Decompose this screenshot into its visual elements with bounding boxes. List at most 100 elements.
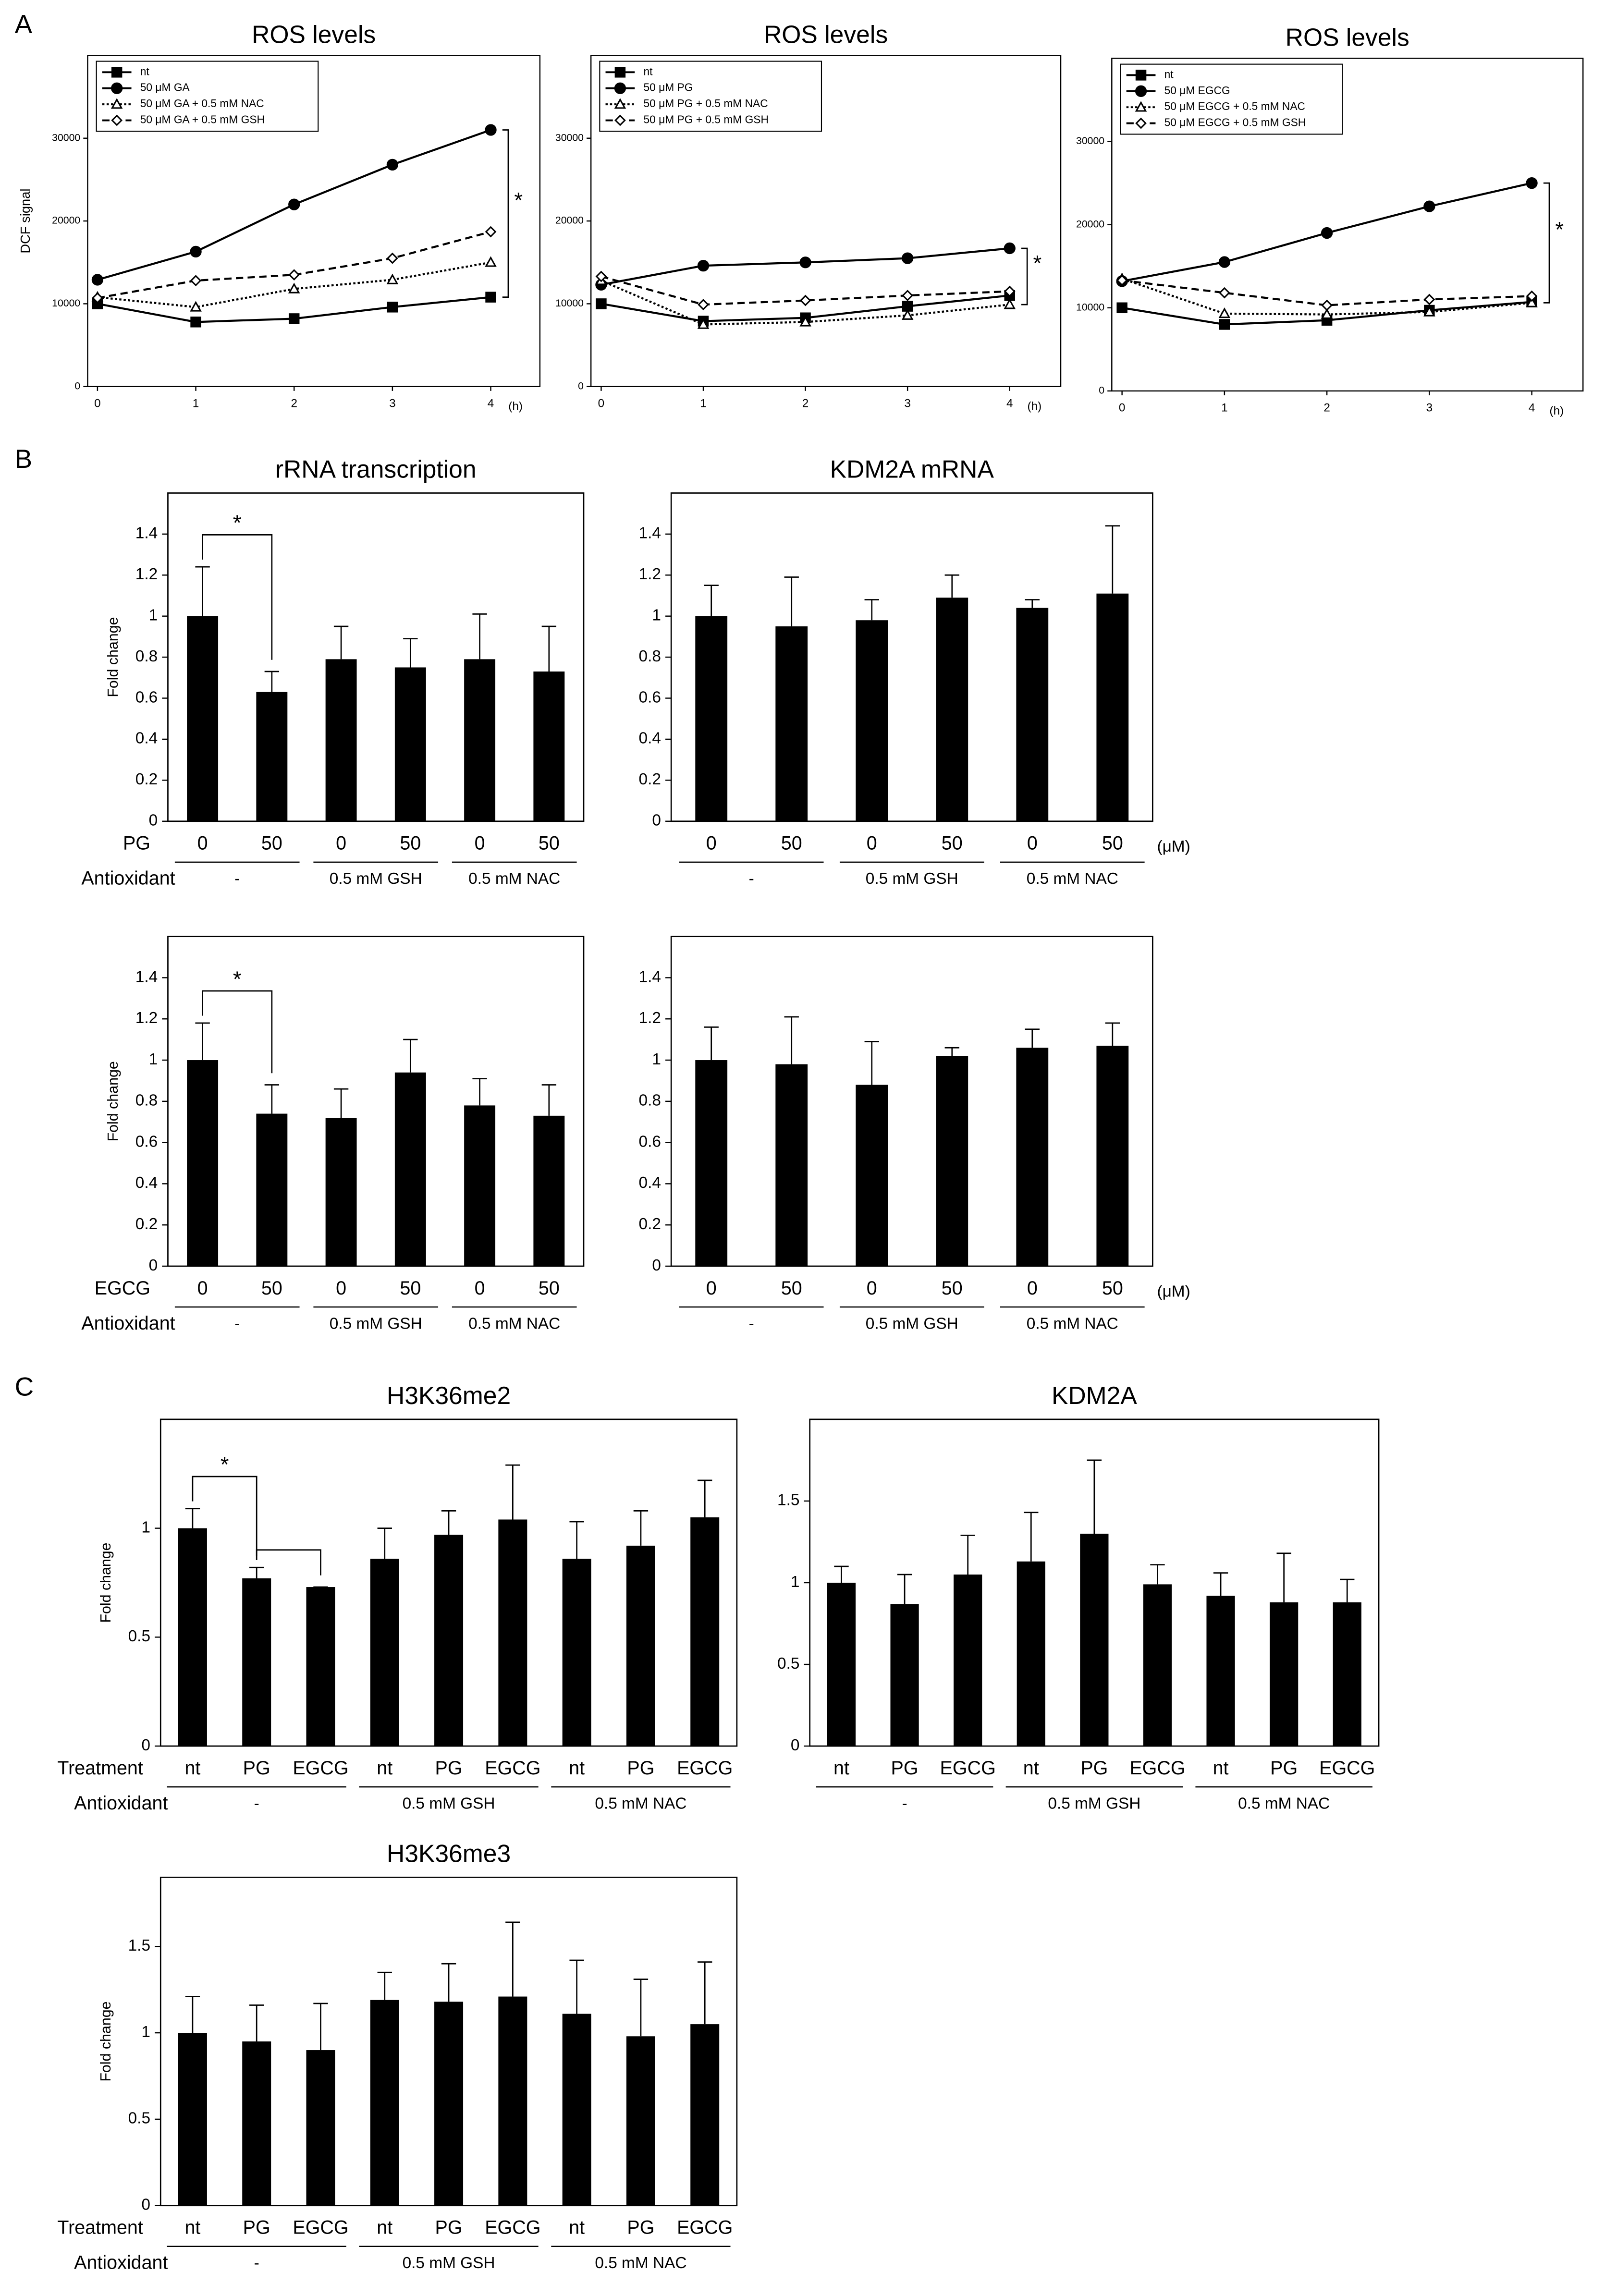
x-tick-label: EGCG [485,1758,540,1779]
legend-label: 50 μM GA + 0.5 mM GSH [140,113,265,126]
bar [434,1535,464,1746]
point [1004,285,1016,297]
legend-label: nt [140,65,150,77]
legend-label: 50 μM PG + 0.5 mM NAC [643,97,768,110]
point [1004,242,1016,255]
x-tick-label: 50 [781,833,802,854]
unit-label: (μM) [1157,1282,1190,1300]
y-tick-label: 0.2 [135,770,158,788]
x-tick-label: 2 [291,397,297,410]
significance-label: * [1033,251,1042,275]
row-label: PG [123,833,150,854]
y-tick-label: 0.4 [639,1174,661,1192]
group-label: - [254,1795,259,1812]
bar [690,1517,720,1746]
y-tick-label: 0.4 [639,730,661,747]
legend-marker [111,82,123,94]
error-bar [377,1527,392,1559]
point [190,245,202,257]
x-tick-label: 50 [539,1278,560,1299]
x-tick-label: 50 [261,1278,282,1299]
x-tick-label: nt [569,2217,585,2238]
y-tick-label: 30000 [1076,135,1104,147]
x-tick-label: 2 [1323,402,1330,415]
group-row-label: Antioxidant [74,2252,168,2273]
bar [1270,1602,1299,1746]
x-tick-label: EGCG [1129,1758,1185,1779]
bar [827,1582,856,1746]
x-tick-label: 0 [197,1278,208,1299]
y-axis-label: Fold change [98,2002,114,2082]
y-tick-label: 0.8 [639,1092,661,1110]
bar [562,2014,591,2206]
group-label: 0.5 mM NAC [1238,1795,1330,1812]
error-bar [569,1959,584,2014]
error-bar [441,1510,456,1535]
bar [1016,1048,1049,1266]
plot-frame [670,936,1153,1267]
x-tick-label: 0 [598,397,605,410]
bar [890,1604,919,1746]
y-tick-label: 1.5 [777,1491,799,1509]
x-tick-label: nt [569,1758,585,1779]
x-tick-label: PG [435,1758,463,1779]
chart-title: KDM2A [1052,1381,1137,1409]
error-bar [541,625,557,672]
panel-letter: B [15,444,32,474]
bar [394,1072,426,1266]
legend-marker [1135,70,1147,81]
bar [498,1996,527,2206]
error-bar [472,1078,487,1106]
bar [325,659,357,821]
unit-label: (μM) [1157,838,1190,855]
significance-bracket [1543,182,1550,304]
point [902,290,914,302]
legend-marker [111,67,123,78]
x-tick-label: 3 [389,397,396,410]
error-bar [472,613,487,659]
x-tick-label: EGCG [940,1758,996,1779]
error-bar [1024,1512,1039,1562]
error-bar [864,1041,879,1085]
chart-title: ROS levels [764,21,888,49]
x-tick-label: 0 [336,833,346,854]
bar [242,1578,271,1746]
plot-frame [167,492,585,822]
point [190,317,201,328]
group-label: 0.5 mM NAC [468,1315,560,1332]
legend-marker [110,98,123,109]
y-tick-label: 0.6 [639,688,661,706]
point [1526,177,1538,189]
error-bar [1025,1028,1040,1048]
point [902,252,914,264]
error-bar [897,1574,912,1604]
group-label: 0.5 mM GSH [330,870,422,888]
point [1004,298,1016,309]
bar [325,1118,357,1266]
x-tick-label: 50 [942,1278,963,1299]
significance-bracket [502,129,509,298]
error-bar [1150,1564,1165,1585]
group-label: 0.5 mM NAC [1027,870,1118,888]
error-bar [313,2003,328,2051]
y-tick-label: 1 [149,1050,158,1068]
point [288,313,300,324]
y-tick-label: 1.2 [639,1009,661,1027]
bar [936,1056,968,1266]
error-bar [1340,1578,1355,1602]
bar [1206,1596,1235,1746]
y-tick-label: 0.6 [135,1133,158,1150]
x-tick-label: PG [627,1758,654,1779]
bar [434,2002,464,2206]
legend-box [96,61,319,132]
error-bar [944,1047,959,1056]
error-bar [704,585,719,616]
y-tick-label: 0 [1099,384,1104,396]
bar [464,1105,496,1266]
error-bar [264,1084,280,1114]
legend-label: 50 μM EGCG + 0.5 mM NAC [1164,100,1305,112]
point [1526,290,1538,302]
legend-label: 50 μM PG + 0.5 mM GSH [643,113,768,126]
y-tick-label: 1 [141,1518,150,1536]
